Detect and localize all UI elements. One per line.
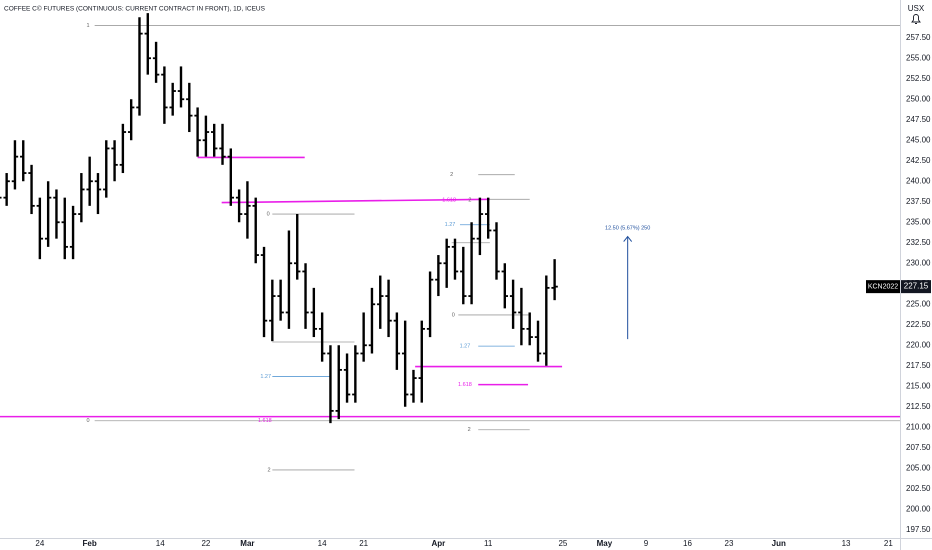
x-tick-label: 23 [725,539,734,548]
y-tick-label: 220.00 [906,340,931,349]
y-tick-label: 230.00 [906,258,931,267]
y-tick-label: 210.00 [906,422,931,431]
level-label: 1.618 [258,418,272,424]
y-tick-label: 212.50 [906,402,931,411]
y-tick-label: 207.50 [906,443,931,452]
y-tick-label: 250.00 [906,94,931,103]
y-tick-label: 215.00 [906,381,931,390]
level-label: 12.50 (5.67%) 250 [605,225,650,231]
last-price-label: 227.15 [904,282,929,291]
x-tick-label: 16 [683,539,692,548]
level-label: 2 [267,467,270,473]
chart-title: COFFEE C© FUTURES (CONTINUOUS: CURRENT C… [4,5,266,13]
alert-icon[interactable] [911,14,921,24]
level-label: 2 [468,198,471,204]
level-label: 1 [86,23,89,29]
y-tick-label: 252.50 [906,74,931,83]
level-label: 0 [86,418,89,424]
x-tick-label: Jun [772,539,786,548]
y-tick-label: 242.50 [906,156,931,165]
level-label: 1.27 [260,374,271,380]
symbol-label: KCN2022 [868,283,898,290]
y-tick-label: 245.00 [906,135,931,144]
y-tick-label: 225.00 [906,299,931,308]
level-label: 0 [452,312,455,318]
y-tick-label: 247.50 [906,115,931,124]
y-tick-label: 240.00 [906,176,931,185]
level-line [221,198,490,204]
x-tick-label: Mar [240,539,254,548]
y-tick-label: 205.00 [906,463,931,472]
drawings: 1 0 0 1.27 1.618 2 2 1.618 2 1.27 0 1.27 1.618 2 12.50… [0,23,900,473]
x-tick-label: Feb [83,539,97,548]
level-label: 0 [267,212,270,218]
level-label: 1.27 [445,222,456,228]
x-tick-label: 13 [842,539,851,548]
x-tick-label: Apr [431,539,445,548]
price-badge [901,280,931,294]
level-label: 2 [450,172,453,178]
y-tick-label: 237.50 [906,197,931,206]
y-tick-label: 232.50 [906,238,931,247]
y-tick-label: 197.50 [906,525,931,534]
x-tick-label: 14 [318,539,327,548]
x-tick-label: 24 [35,539,44,548]
level-label: 1.27 [460,344,471,350]
y-tick-label: 217.50 [906,361,931,370]
y-tick-label: 255.00 [906,53,931,62]
level-label: 1.618 [442,198,456,204]
y-tick-label: 222.50 [906,320,931,329]
x-tick-label: 22 [201,539,210,548]
y-tick-label: 257.50 [906,33,931,42]
y-tick-label: 200.00 [906,504,931,513]
y-tick-label: 235.00 [906,217,931,226]
arrow-head [623,235,633,242]
currency-label: USX [908,4,925,13]
symbol-badge [866,280,900,294]
x-tick-label: 14 [156,539,165,548]
level-label: 2 [468,427,471,433]
level-label: 1.618 [458,382,472,388]
x-tick-label: 21 [884,539,893,548]
y-tick-label: 202.50 [906,484,931,493]
x-tick-label: 21 [359,539,368,548]
x-tick-label: May [597,539,613,548]
x-tick-label: 9 [644,539,649,548]
x-tick-label: 11 [484,539,493,548]
x-tick-label: 25 [558,539,567,548]
